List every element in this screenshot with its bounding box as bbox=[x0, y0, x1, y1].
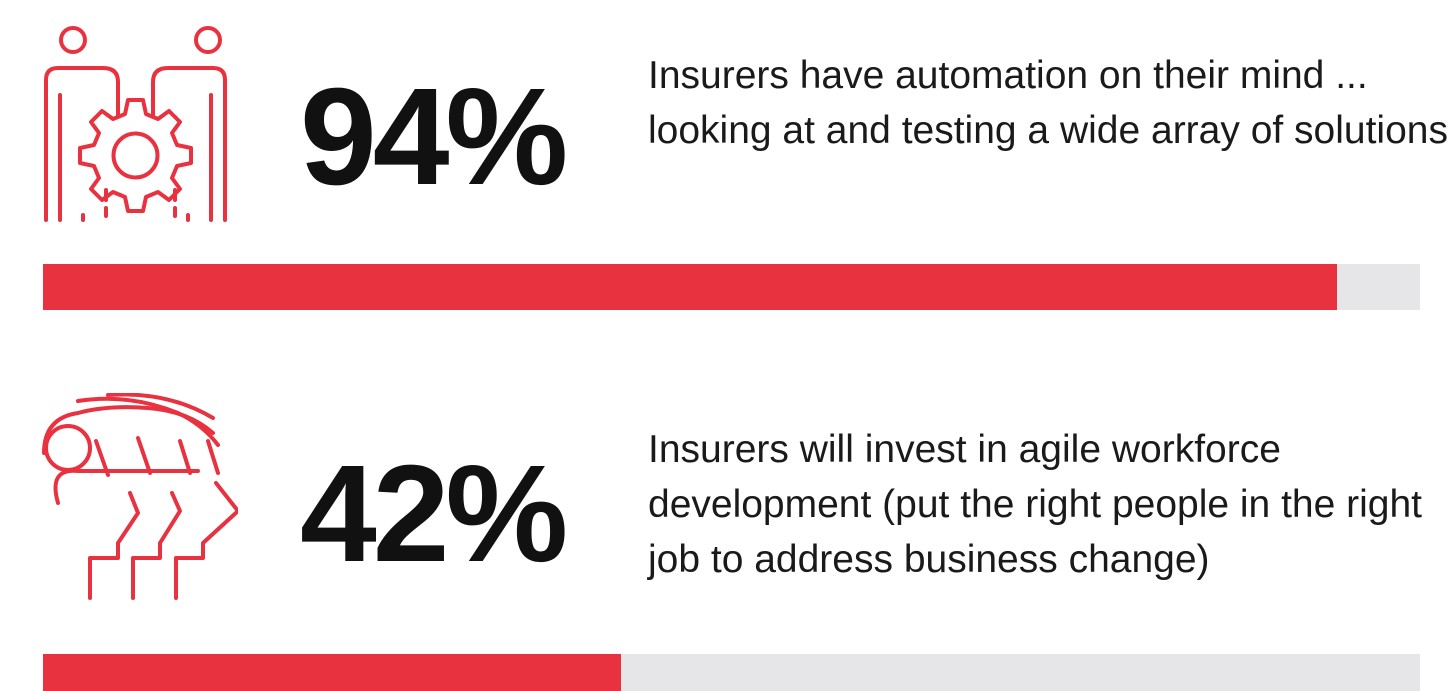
percentage-label: 42% bbox=[300, 437, 568, 591]
bar bbox=[43, 654, 622, 691]
automation-icon bbox=[44, 26, 227, 222]
bar-track bbox=[43, 654, 1420, 691]
workforce-icon bbox=[42, 393, 238, 600]
percentage-label: 94% bbox=[300, 60, 568, 214]
description: Insurers will invest in agile workforce … bbox=[648, 428, 1423, 581]
description: Insurers have automation on their mind .… bbox=[648, 54, 1448, 152]
bar-track bbox=[43, 264, 1420, 310]
bar bbox=[43, 264, 1338, 310]
